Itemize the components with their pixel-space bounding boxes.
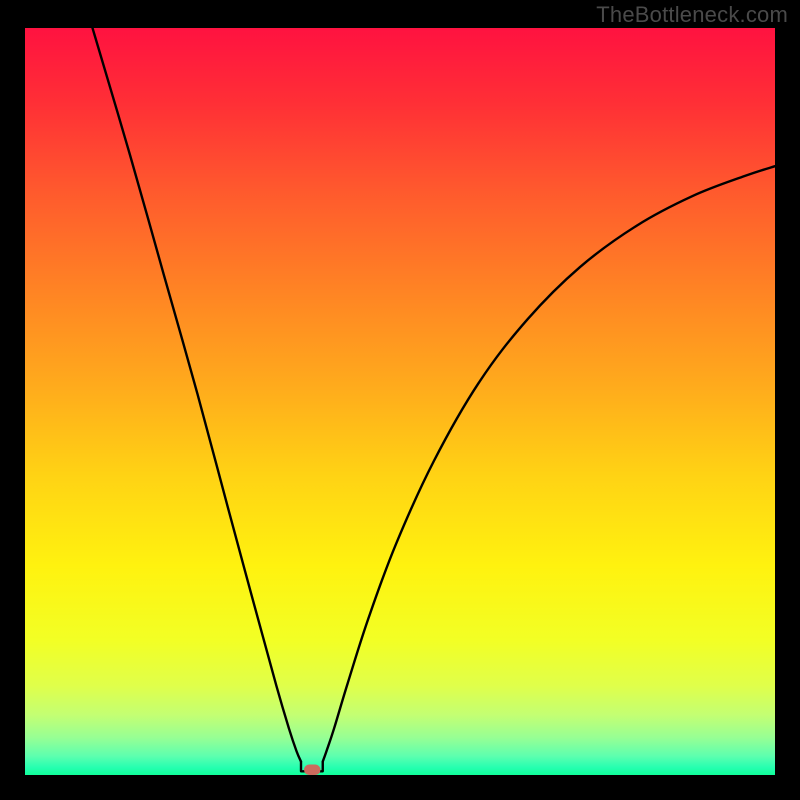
valley-marker <box>304 765 321 775</box>
chart-frame: TheBottleneck.com <box>0 0 800 800</box>
curve-right-branch <box>323 166 775 761</box>
plot-area <box>25 28 775 775</box>
curve-layer <box>25 28 775 775</box>
curve-left-branch <box>93 28 302 762</box>
watermark-text: TheBottleneck.com <box>596 2 788 28</box>
